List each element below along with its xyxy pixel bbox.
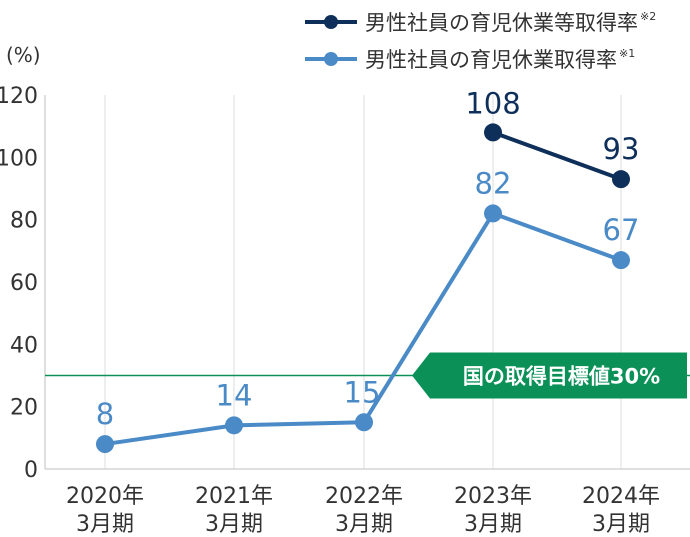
series-line <box>492 130 622 182</box>
series-0: 108 93 <box>465 86 640 189</box>
y-tick-label: 60 <box>10 271 38 296</box>
x-axis-ticks: 2020年 3月期 2021年 3月期 2022年 3月期 2023年 3月期 2024年 3月期 <box>66 484 660 537</box>
x-tick-label-period: 3月期 <box>335 512 393 537</box>
series-group: 8 14 15 82 67 108 93 <box>96 86 640 454</box>
legend-note: ※1 <box>619 47 635 60</box>
target-badge <box>412 352 687 399</box>
y-tick-label: 40 <box>10 333 38 358</box>
x-tick-label-period: 3月期 <box>592 512 650 537</box>
x-tick-label-year: 2021年 <box>195 484 273 509</box>
data-point <box>225 416 243 435</box>
legend-swatch-marker <box>324 52 338 66</box>
legend-label: 男性社員の育児休業等取得率 <box>365 11 638 35</box>
x-tick-label-year: 2024年 <box>582 484 660 509</box>
data-point <box>484 204 502 223</box>
x-tick-label-year: 2020年 <box>66 484 144 509</box>
y-axis-unit-label: (%) <box>6 43 41 67</box>
target-label: 国の取得目標値30% <box>463 365 660 389</box>
legend-item-1: 男性社員の育児休業取得率 ※1 <box>305 47 635 72</box>
data-label: 8 <box>96 397 114 431</box>
data-point <box>484 123 502 142</box>
data-label: 14 <box>216 378 253 412</box>
y-tick-label: 100 <box>0 146 38 171</box>
target-line-group: 国の取得目標値30% <box>45 352 690 399</box>
y-tick-label: 80 <box>10 209 38 234</box>
legend-item-0: 男性社員の育児休業等取得率 ※2 <box>305 10 656 35</box>
data-label: 15 <box>344 375 381 409</box>
data-label: 82 <box>475 166 512 200</box>
x-tick-label-year: 2023年 <box>454 484 532 509</box>
x-tick-label-year: 2022年 <box>325 484 403 509</box>
series-1: 8 14 15 82 67 <box>96 166 640 454</box>
legend-note: ※2 <box>640 10 656 23</box>
y-tick-label: 20 <box>10 396 38 421</box>
data-label: 67 <box>603 213 640 247</box>
y-axis-ticks: 0 20 40 60 80 100 120 <box>0 84 38 483</box>
legend-label: 男性社員の育児休業取得率 <box>365 48 617 72</box>
x-tick-label-period: 3月期 <box>464 512 522 537</box>
data-label: 93 <box>603 132 640 166</box>
x-tick-label-period: 3月期 <box>76 512 134 537</box>
data-label: 108 <box>465 86 520 120</box>
grid-lines <box>44 95 690 470</box>
x-tick-label-period: 3月期 <box>205 512 263 537</box>
legend: 男性社員の育児休業等取得率 ※2 男性社員の育児休業取得率 ※1 <box>305 10 656 72</box>
data-point <box>96 435 114 454</box>
data-point <box>612 251 630 270</box>
legend-swatch-marker <box>324 15 338 29</box>
y-tick-label: 0 <box>24 458 38 483</box>
data-point <box>612 170 630 189</box>
y-tick-label: 120 <box>0 84 38 109</box>
data-point <box>355 413 373 432</box>
series-line <box>104 211 622 447</box>
